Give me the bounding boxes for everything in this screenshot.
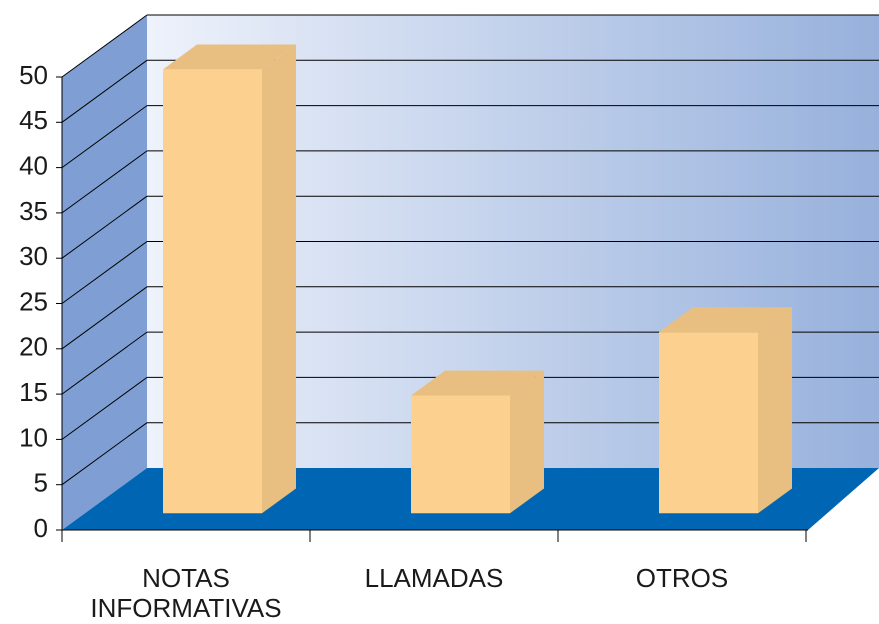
y-tick-label: 45 [19,105,48,135]
grid-line [61,195,148,259]
grid-line [61,376,148,440]
grid-line [61,331,148,395]
grid-line [61,241,148,304]
bar-side [510,370,544,514]
y-tick-label: 20 [19,332,48,362]
bar-side [758,307,792,514]
x-tick-label-line: OTROS [636,563,728,593]
bar-top [659,307,792,333]
y-tick-label: 40 [19,150,48,180]
x-tick-label-line: LLAMADAS [365,563,504,593]
bar-side [262,44,296,514]
x-tick-label: LLAMADAS [365,563,504,593]
x-tick-label: NOTAS INFORMATIVAS [90,563,281,623]
grid-line [61,286,148,350]
x-tick-label-line: NOTAS [142,563,230,593]
grid-line [61,14,148,78]
y-tick-label: 5 [34,468,48,498]
bar-top [411,370,544,396]
grid-line [61,59,148,123]
y-tick-label: 30 [19,241,48,271]
y-tick-label: 50 [19,60,48,90]
bar [411,395,510,514]
bar [163,69,262,514]
grid-line [61,150,148,214]
y-tick-label: 0 [34,513,48,543]
bar-top [163,44,296,70]
x-tick-label-line: INFORMATIVAS [90,593,281,623]
x-tick-label: OTROS [636,563,728,593]
y-tick-label: 10 [19,422,48,452]
bar [659,332,758,514]
grid-line [61,105,148,169]
y-tick-label: 25 [19,286,48,316]
y-tick-label: 15 [19,377,48,407]
grid-line [61,422,148,486]
y-tick-label: 35 [19,196,48,226]
